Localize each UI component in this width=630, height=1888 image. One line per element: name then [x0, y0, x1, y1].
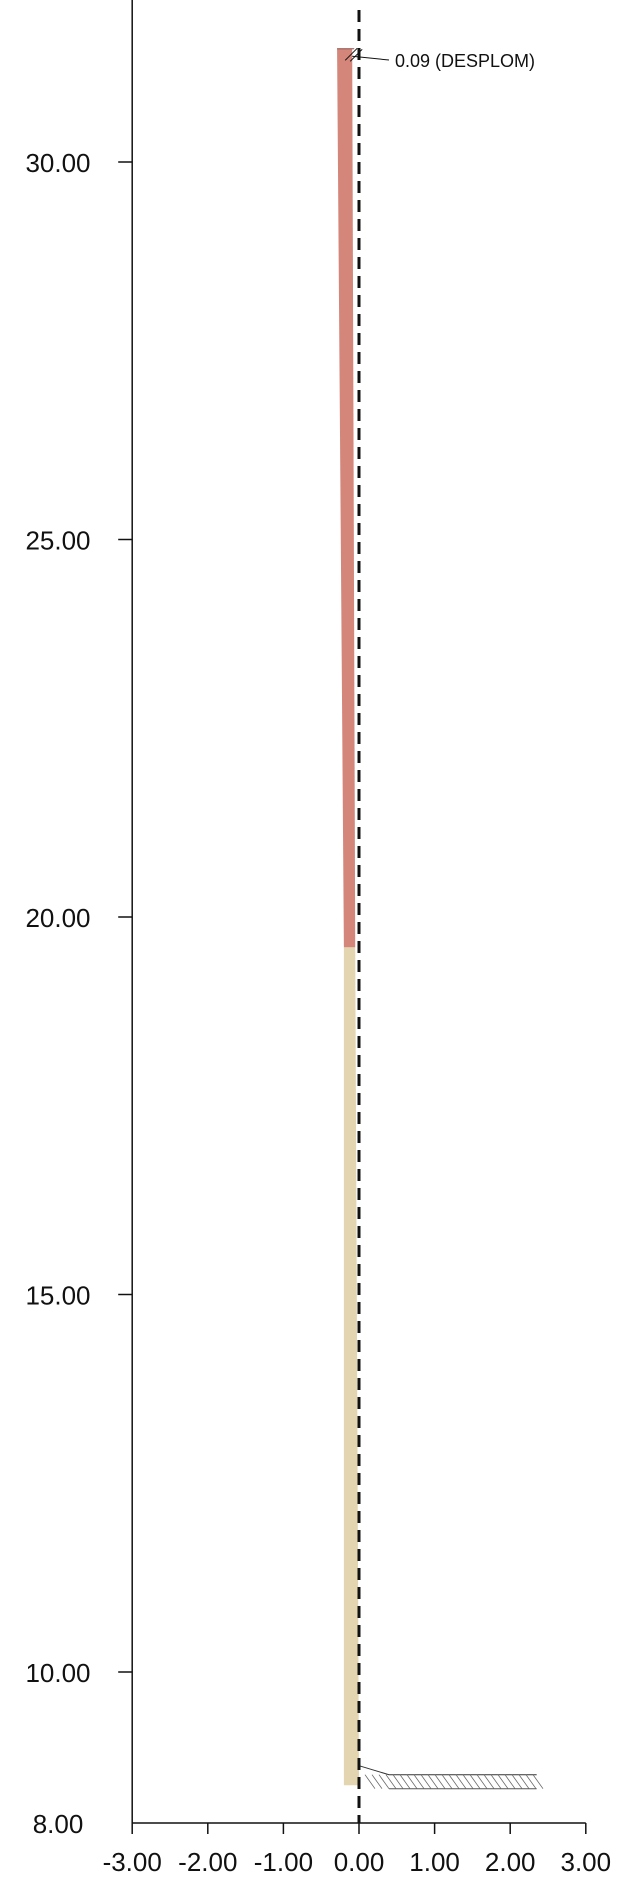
- hatch-mark: [504, 1774, 516, 1789]
- x-tick-label: 0.00: [334, 1847, 385, 1877]
- wall-segment-lower: [343, 947, 359, 1786]
- hatch-mark: [448, 1774, 460, 1789]
- hatch-mark: [385, 1774, 397, 1789]
- ground-hatch: [358, 1765, 544, 1790]
- hatch-mark: [462, 1774, 474, 1789]
- hatch-mark: [455, 1774, 467, 1789]
- annotation-label: 0.09 (DESPLOM): [395, 51, 535, 71]
- hatch-mark: [441, 1774, 453, 1789]
- annotation-slash-mark: [349, 48, 363, 62]
- hatch-mark: [364, 1774, 376, 1789]
- y-tick-label: 10.00: [25, 1658, 90, 1688]
- y-tick-label: 20.00: [25, 903, 90, 933]
- hatch-mark: [371, 1774, 383, 1789]
- hatch-mark: [518, 1774, 530, 1789]
- desplom-annotation: 0.09 (DESPLOM): [344, 47, 535, 71]
- annotation-slash-mark: [344, 47, 358, 61]
- hatch-mark: [483, 1774, 495, 1789]
- x-tick-label: 2.00: [485, 1847, 536, 1877]
- wall-segment-upper: [337, 48, 356, 948]
- hatch-mark: [399, 1774, 411, 1789]
- x-tick-label: -1.00: [254, 1847, 313, 1877]
- x-tick-label: -3.00: [103, 1847, 162, 1877]
- hatch-mark: [525, 1774, 537, 1789]
- y-tick-label: 25.00: [25, 526, 90, 556]
- hatch-mark: [378, 1774, 390, 1789]
- annotation-leader-line: [352, 55, 390, 61]
- x-tick-label: 3.00: [560, 1847, 611, 1877]
- y-tick-label: 8.00: [33, 1809, 84, 1839]
- ground-surface-line: [358, 1765, 537, 1776]
- x-tick-label: -2.00: [178, 1847, 237, 1877]
- hatch-mark: [476, 1774, 488, 1789]
- hatch-mark: [413, 1774, 425, 1789]
- hatch-mark: [392, 1774, 404, 1789]
- hatch-mark: [434, 1774, 446, 1789]
- hatch-mark: [406, 1774, 418, 1789]
- hatch-mark: [420, 1774, 432, 1789]
- hatch-mark: [511, 1774, 523, 1789]
- hatch-mark: [490, 1774, 502, 1789]
- y-tick-label: 15.00: [25, 1281, 90, 1311]
- ticks: -3.00 -2.00 -1.00 0.00 1.00 2.00 3.00 8.00 10.00…: [25, 148, 611, 1877]
- y-tick-label: 30.00: [25, 148, 90, 178]
- hatch-mark: [497, 1774, 509, 1789]
- hatch-mark: [427, 1774, 439, 1789]
- hatch-mark: [532, 1774, 544, 1789]
- hatch-mark: [469, 1774, 481, 1789]
- wall-segments: [337, 48, 359, 1786]
- x-tick-label: 1.00: [409, 1847, 460, 1877]
